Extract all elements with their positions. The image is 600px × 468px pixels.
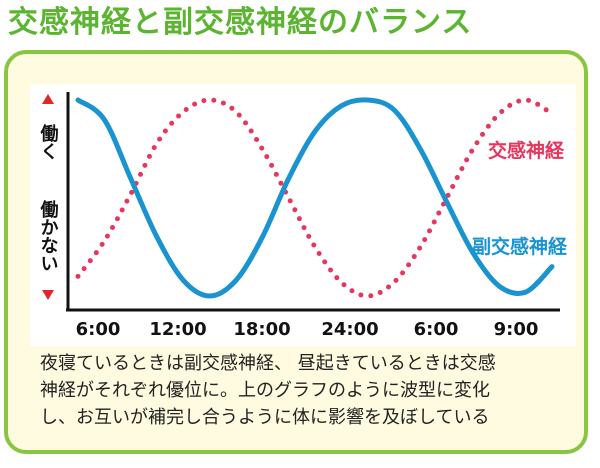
x-tick-label: 18:00 <box>233 319 290 340</box>
x-tick-label: 24:00 <box>321 319 378 340</box>
caption-line-2: 神経がそれぞれ優位に。上のグラフのように波型に変化 <box>40 380 490 401</box>
arrow-down-icon <box>42 290 54 300</box>
series-line-sympathetic <box>75 97 555 299</box>
ylabel-bottom: 働かない <box>38 199 60 272</box>
caption-line-3: し、お互いが補完し合うように体に影響を及ぼしている <box>40 407 490 428</box>
page-title: 交感神経と副交感神経のバランス <box>8 5 473 40</box>
caption: 夜寝ているときは副交感神経、 昼起きているときは交感 神経がそれぞれ優位に。上の… <box>40 350 580 431</box>
legend-parasympathetic: 副交感神経 <box>472 235 568 258</box>
x-tick-label: 12:00 <box>149 319 206 340</box>
caption-line-1: 夜寝ているときは副交感神経、 昼起きているときは交感 <box>40 353 496 374</box>
x-tick-labels: 6:00 12:00 18:00 24:00 6:00 9:00 <box>76 319 539 340</box>
legend-sympathetic: 交感神経 <box>488 139 565 162</box>
ylabel-top: 働く <box>38 123 60 160</box>
x-tick-label: 6:00 <box>76 319 121 340</box>
arrow-up-icon <box>42 94 54 104</box>
series-line-parasympathetic <box>75 97 555 299</box>
x-tick-label: 6:00 <box>414 319 459 340</box>
x-tick-label: 9:00 <box>494 319 539 340</box>
chart-plot-background <box>30 84 576 346</box>
